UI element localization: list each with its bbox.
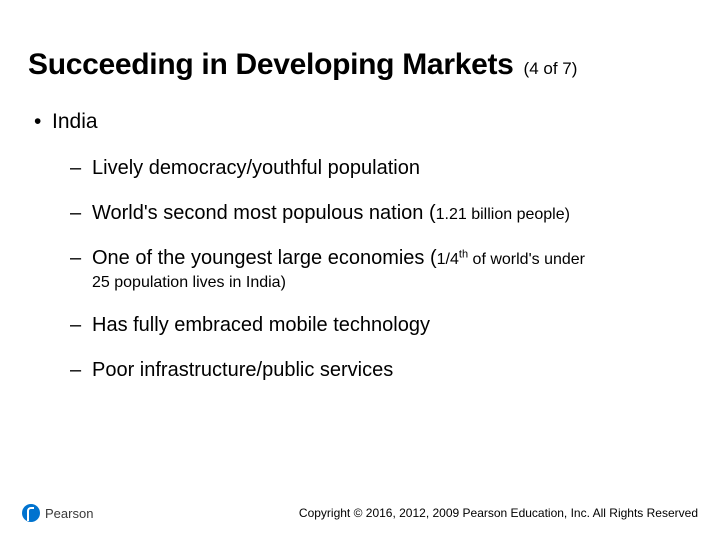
list-item: – Lively democracy/youthful population <box>70 156 692 181</box>
item-continuation: 25 population lives in India) <box>92 273 692 293</box>
pearson-logo-text: Pearson <box>45 506 93 521</box>
item-text: Poor infrastructure/public services <box>92 358 692 383</box>
dash-icon: – <box>70 313 92 338</box>
dash-icon: – <box>70 156 92 181</box>
pearson-logo: Pearson <box>22 504 93 522</box>
footer: Pearson Copyright © 2016, 2012, 2009 Pea… <box>0 504 720 522</box>
bullet-icon: • <box>34 110 52 134</box>
slide-title: Succeeding in Developing Markets <box>28 48 514 82</box>
item-text: One of the youngest large economies (1/4… <box>92 246 692 271</box>
list-item: – World's second most populous nation (1… <box>70 201 692 226</box>
list-item: – Poor infrastructure/public services <box>70 358 692 383</box>
title-line: Succeeding in Developing Markets (4 of 7… <box>28 48 692 82</box>
slide: Succeeding in Developing Markets (4 of 7… <box>0 0 720 540</box>
dash-icon: – <box>70 358 92 383</box>
list-item: – Has fully embraced mobile technology <box>70 313 692 338</box>
level1-text: India <box>52 110 98 134</box>
slide-pager: (4 of 7) <box>524 59 578 79</box>
list-level1: • India <box>34 110 692 134</box>
item-text: Lively democracy/youthful population <box>92 156 692 181</box>
list-item: – One of the youngest large economies (1… <box>70 246 692 271</box>
dash-icon: – <box>70 201 92 226</box>
dash-icon: – <box>70 246 92 271</box>
item-text: World's second most populous nation (1.2… <box>92 201 692 226</box>
copyright-text: Copyright © 2016, 2012, 2009 Pearson Edu… <box>93 506 698 520</box>
pearson-logo-icon <box>22 504 40 522</box>
item-text: Has fully embraced mobile technology <box>92 313 692 338</box>
